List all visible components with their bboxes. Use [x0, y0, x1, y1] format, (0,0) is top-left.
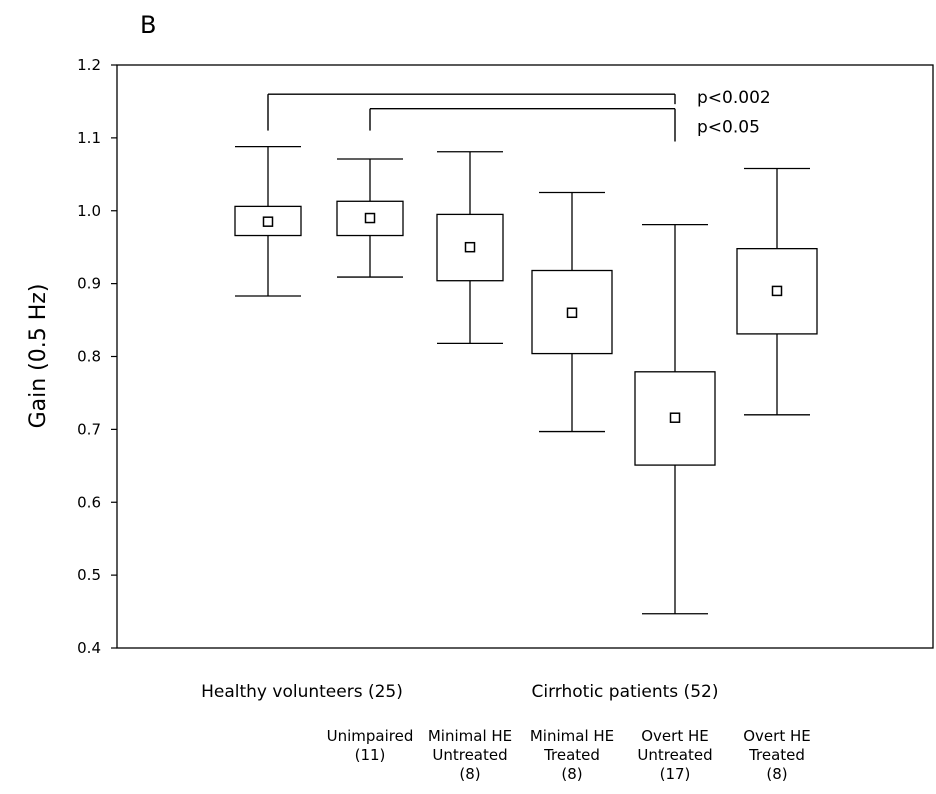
- y-axis: 0.4 0.5 0.6 0.7 0.8 0.9 1.0 1.1 1.2: [77, 56, 117, 657]
- category-label: Minimal HE: [530, 727, 614, 745]
- y-tick-label: 1.1: [77, 129, 101, 147]
- category-label: Untreated: [432, 746, 507, 764]
- mean-marker: [364, 212, 376, 224]
- mean-marker: [262, 216, 274, 227]
- category-labels: Unimpaired(11)Minimal HEUntreated(8)Mini…: [327, 727, 811, 783]
- significance-brackets: p<0.002 p<0.05: [267, 88, 771, 142]
- y-tick-label: 0.9: [77, 275, 101, 293]
- category-label: (11): [355, 746, 386, 764]
- y-tick-label: 0.8: [77, 348, 101, 366]
- p-value-label: p<0.002: [697, 88, 771, 108]
- category-label: (8): [561, 765, 582, 783]
- category-label: Minimal HE: [428, 727, 512, 745]
- category-label: Overt HE: [641, 727, 709, 745]
- group-label-healthy: Healthy volunteers (25): [201, 682, 403, 702]
- group-label-cirrhotic: Cirrhotic patients (52): [532, 682, 719, 702]
- y-axis-label: Gain (0.5 Hz): [26, 284, 51, 429]
- plot-frame: [116, 64, 934, 649]
- category-label: Untreated: [637, 746, 712, 764]
- category-label: Unimpaired: [327, 727, 414, 745]
- y-tick-label: 0.4: [77, 639, 101, 657]
- mean-marker: [771, 285, 783, 297]
- y-tick-label: 0.5: [77, 566, 101, 584]
- panel-label: B: [140, 11, 156, 39]
- category-label: Overt HE: [743, 727, 811, 745]
- category-label: Treated: [543, 746, 600, 764]
- y-tick-label: 0.6: [77, 493, 101, 511]
- category-label: (17): [660, 765, 691, 783]
- category-label: Treated: [748, 746, 805, 764]
- category-label: (8): [459, 765, 480, 783]
- y-tick-label: 0.7: [77, 420, 101, 438]
- mean-marker: [464, 241, 476, 253]
- mean-marker: [669, 412, 681, 423]
- boxes: [234, 145, 818, 615]
- y-tick-label: 1.0: [77, 202, 101, 220]
- mean-marker: [566, 307, 578, 319]
- category-label: (8): [766, 765, 787, 783]
- y-tick-label: 1.2: [77, 56, 101, 74]
- p-value-label: p<0.05: [697, 118, 760, 138]
